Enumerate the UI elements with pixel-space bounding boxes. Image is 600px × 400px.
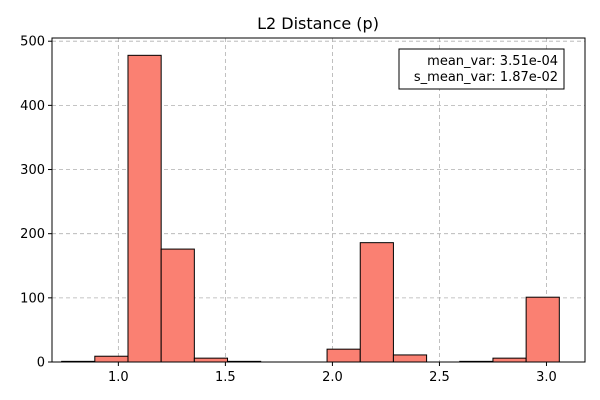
y-axis-ticks: 0 100 200 300 400 500 [20, 35, 52, 371]
x-tick-label: 1.0 [108, 370, 129, 385]
chart-title: L2 Distance (p) [257, 14, 379, 33]
y-tick-label: 400 [20, 99, 45, 114]
x-tick-label: 1.5 [215, 370, 236, 385]
histogram-bar [94, 355, 129, 363]
legend-line-mean-var: mean_var: 3.51e-04 [427, 54, 558, 69]
x-axis-ticks: 1.0 1.5 2.0 2.5 3.0 [108, 362, 557, 385]
histogram-bar [359, 242, 394, 363]
y-tick-label: 100 [20, 291, 45, 306]
y-tick-label: 0 [37, 356, 45, 371]
histogram-bar [492, 357, 527, 363]
legend-line-s-mean-var: s_mean_var: 1.87e-02 [414, 70, 558, 85]
histogram-bar [193, 357, 229, 363]
y-tick-label: 300 [20, 163, 45, 178]
histogram-bar [525, 296, 560, 363]
stats-legend-box: mean_var: 3.51e-04 s_mean_var: 1.87e-02 [398, 48, 565, 90]
histogram-bar [326, 348, 361, 363]
histogram-bar [392, 354, 428, 363]
x-tick-label: 2.5 [429, 370, 450, 385]
histogram-bar [160, 248, 195, 363]
x-tick-label: 2.0 [322, 370, 343, 385]
legend-frame [398, 48, 565, 90]
axes-frame [51, 37, 586, 363]
y-tick-label: 200 [20, 227, 45, 242]
histogram-bars [61, 54, 560, 363]
x-tick-label: 3.0 [536, 370, 557, 385]
y-tick-label: 500 [20, 35, 45, 50]
histogram-bar [127, 54, 162, 363]
